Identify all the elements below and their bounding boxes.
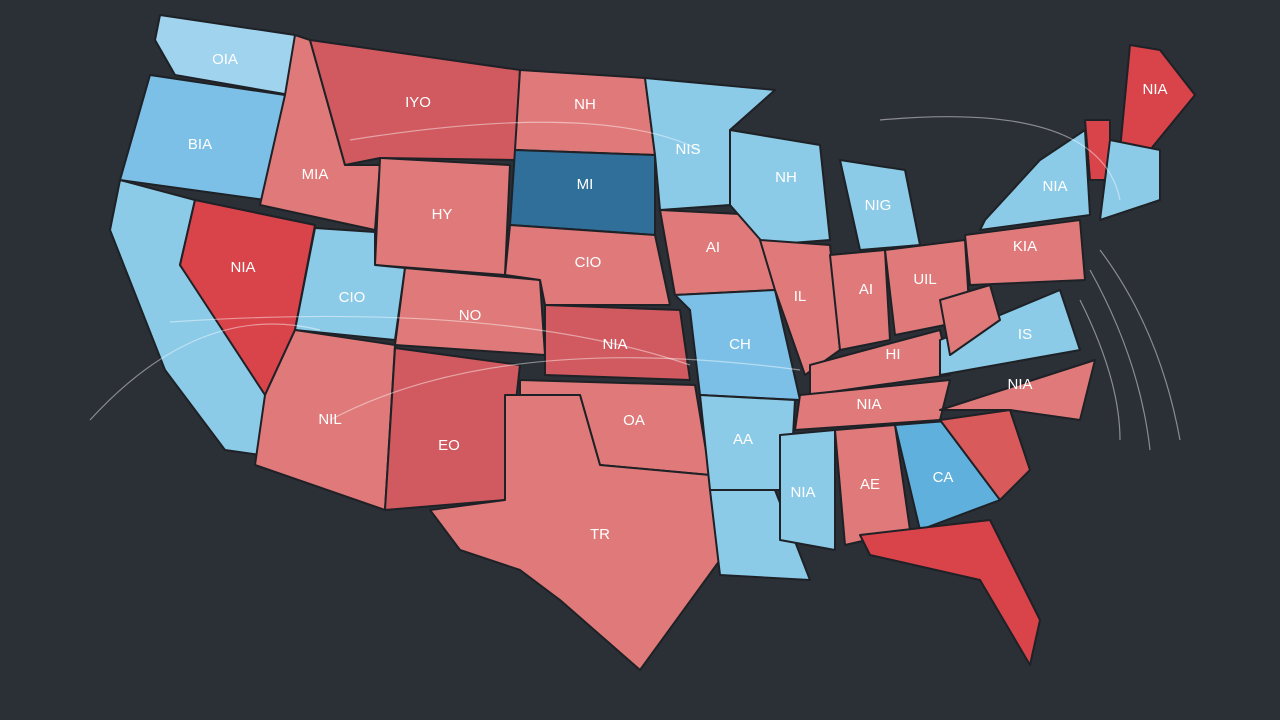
state-label: NIA xyxy=(230,259,255,276)
states xyxy=(109,14,1196,671)
state-label: UIL xyxy=(913,271,936,288)
state xyxy=(964,219,1086,286)
state-label: NH xyxy=(574,96,596,113)
state-label: TR xyxy=(590,526,610,543)
state-label: CA xyxy=(933,469,954,486)
state xyxy=(809,329,951,396)
state-label: CH xyxy=(729,336,751,353)
state-label: AI xyxy=(859,281,873,298)
route-line xyxy=(169,315,691,366)
state-label: NIL xyxy=(318,411,341,428)
route-line xyxy=(89,323,321,421)
state-label: EO xyxy=(438,437,460,454)
state-label: AI xyxy=(706,239,720,256)
state-label: NIG xyxy=(865,197,892,214)
state-label: HI xyxy=(886,346,901,363)
state-label: MIA xyxy=(302,166,329,183)
state xyxy=(939,359,1096,421)
state-label: NIA xyxy=(790,484,815,501)
state xyxy=(309,39,521,166)
state-label: CIO xyxy=(339,289,366,306)
state xyxy=(544,304,691,381)
labels: OIA BIA MIA NIA IYO HY CIO NO NIL EO NH … xyxy=(188,51,1168,543)
state-label: BIA xyxy=(188,136,212,153)
state-label: NIA xyxy=(602,336,627,353)
routes xyxy=(89,116,1181,451)
state-label: MI xyxy=(577,176,594,193)
state xyxy=(939,284,1001,356)
route-line xyxy=(329,357,801,421)
state xyxy=(859,519,1041,666)
state-label: OA xyxy=(623,412,645,429)
state-label: NO xyxy=(459,307,482,324)
state-label: NIS xyxy=(675,141,700,158)
state xyxy=(254,329,396,511)
state xyxy=(1099,139,1161,221)
route-line xyxy=(1099,249,1181,441)
state xyxy=(779,429,836,551)
state xyxy=(384,347,521,511)
route-line xyxy=(879,116,1121,201)
state xyxy=(939,289,1081,376)
state-label: KIA xyxy=(1013,238,1037,255)
route-line xyxy=(1089,269,1151,451)
route-line xyxy=(1079,299,1121,441)
state xyxy=(429,394,721,671)
state-label: HY xyxy=(432,206,453,223)
state xyxy=(939,409,1031,501)
state xyxy=(709,489,811,581)
state-label: NIA xyxy=(856,396,881,413)
state-label: IYO xyxy=(405,94,431,111)
state-label: NIA xyxy=(1142,81,1167,98)
state-label: NIA xyxy=(1042,178,1067,195)
route-line xyxy=(349,121,701,151)
state xyxy=(1119,44,1196,151)
state xyxy=(154,14,296,96)
state-label: AA xyxy=(733,431,753,448)
state-label: AE xyxy=(860,476,880,493)
state-label: OIA xyxy=(212,51,238,68)
state xyxy=(979,129,1091,231)
state-label: IL xyxy=(794,288,807,305)
state-label: NIA xyxy=(1007,376,1032,393)
state-label: CIO xyxy=(575,254,602,271)
state-label: NH xyxy=(775,169,797,186)
state-label: IS xyxy=(1018,326,1032,343)
state xyxy=(829,249,891,351)
